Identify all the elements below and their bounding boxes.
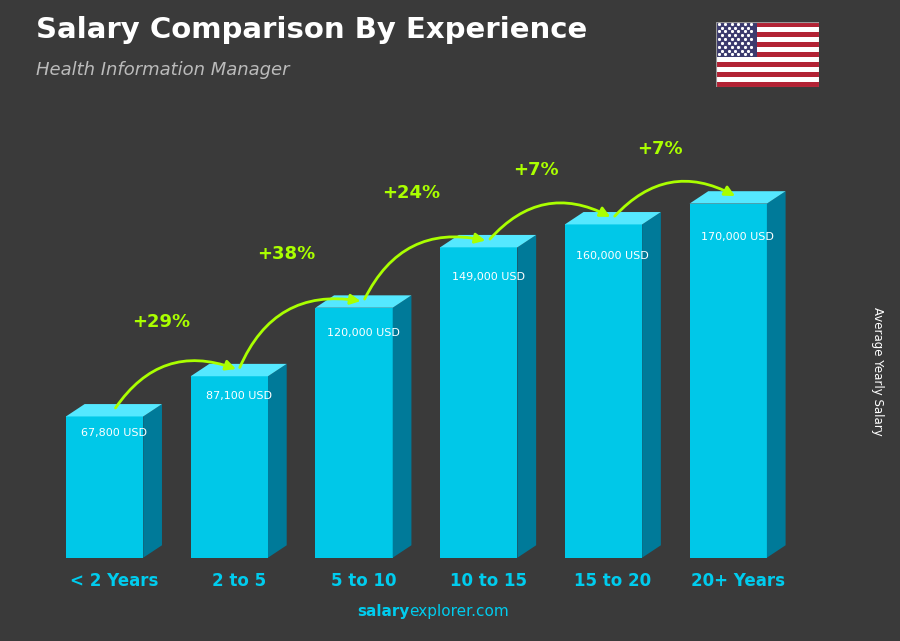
Bar — [716, 67, 819, 72]
Bar — [716, 52, 819, 57]
Polygon shape — [315, 308, 392, 558]
Text: 160,000 USD: 160,000 USD — [577, 251, 649, 261]
Text: +7%: +7% — [637, 140, 683, 158]
Bar — [716, 32, 819, 37]
Text: 149,000 USD: 149,000 USD — [452, 272, 525, 282]
Polygon shape — [66, 417, 143, 558]
Bar — [716, 37, 819, 42]
Polygon shape — [767, 191, 786, 558]
Text: 120,000 USD: 120,000 USD — [327, 328, 400, 338]
Bar — [716, 62, 819, 67]
Bar — [716, 47, 819, 52]
Bar — [716, 42, 819, 47]
Bar — [716, 81, 819, 87]
Polygon shape — [518, 235, 536, 558]
Polygon shape — [392, 296, 411, 558]
Text: 170,000 USD: 170,000 USD — [701, 232, 774, 242]
Polygon shape — [565, 212, 661, 224]
Polygon shape — [689, 191, 786, 204]
Polygon shape — [66, 404, 162, 417]
Polygon shape — [191, 376, 268, 558]
Bar — [716, 57, 819, 62]
Text: explorer.com: explorer.com — [410, 604, 509, 619]
Polygon shape — [315, 296, 411, 308]
Polygon shape — [268, 364, 287, 558]
Polygon shape — [643, 212, 661, 558]
Polygon shape — [440, 247, 517, 558]
Polygon shape — [143, 404, 162, 558]
Polygon shape — [191, 364, 287, 376]
Bar — [716, 28, 819, 32]
Text: +29%: +29% — [132, 313, 191, 331]
Bar — [716, 77, 819, 81]
Text: Health Information Manager: Health Information Manager — [36, 61, 290, 79]
Bar — [716, 72, 819, 77]
Polygon shape — [565, 224, 643, 558]
Text: +7%: +7% — [513, 162, 558, 179]
Polygon shape — [440, 235, 536, 247]
Bar — [716, 22, 757, 57]
Polygon shape — [689, 204, 767, 558]
Text: +24%: +24% — [382, 184, 440, 202]
Text: Salary Comparison By Experience: Salary Comparison By Experience — [36, 16, 587, 44]
Text: +38%: +38% — [256, 245, 315, 263]
Text: 67,800 USD: 67,800 USD — [81, 428, 147, 438]
Text: salary: salary — [357, 604, 410, 619]
Text: Average Yearly Salary: Average Yearly Salary — [871, 308, 884, 436]
Bar — [716, 22, 819, 28]
Text: 87,100 USD: 87,100 USD — [206, 391, 272, 401]
